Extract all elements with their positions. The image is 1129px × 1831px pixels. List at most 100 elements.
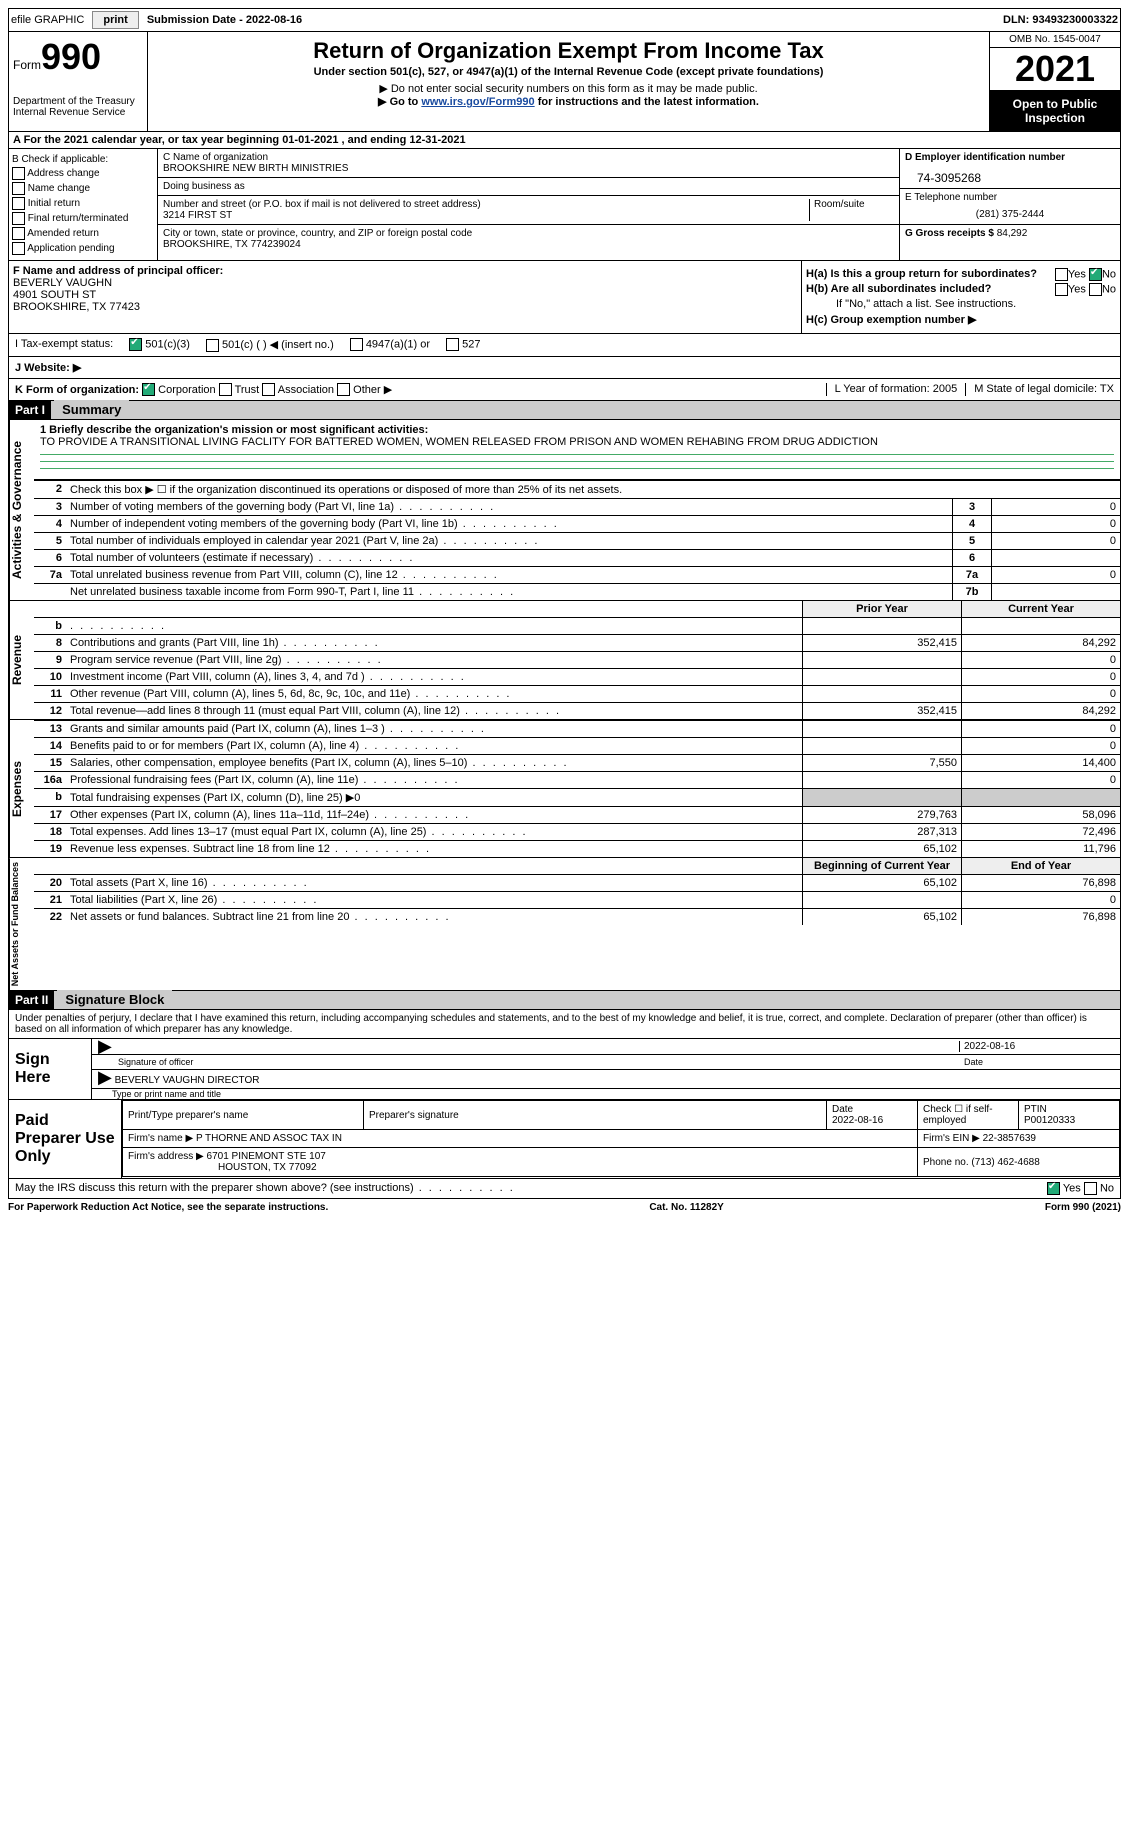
lines-net: Beginning of Current Year End of Year 20… — [34, 858, 1120, 925]
revenue-block: Revenue Prior Year Current Year b8Contri… — [8, 601, 1121, 720]
officer-name: BEVERLY VAUGHN — [13, 277, 797, 289]
table-row: 13Grants and similar amounts paid (Part … — [34, 721, 1120, 738]
cb-initial: Initial return — [12, 197, 154, 210]
header-right: OMB No. 1545-0047 2021 Open to Public In… — [990, 32, 1120, 131]
year-formation: L Year of formation: 2005 — [826, 383, 966, 397]
tab-revenue: Revenue — [9, 601, 34, 719]
state-domicile: M State of legal domicile: TX — [965, 383, 1114, 397]
header-mid: Return of Organization Exempt From Incom… — [148, 32, 990, 131]
dept-treasury: Department of the Treasury Internal Reve… — [13, 96, 143, 118]
cb-501c3[interactable] — [129, 338, 142, 351]
row-a-period: A For the 2021 calendar year, or tax yea… — [8, 132, 1121, 149]
table-row: 15Salaries, other compensation, employee… — [34, 755, 1120, 772]
firm-phone: (713) 462-4688 — [971, 1157, 1039, 1168]
table-row: 12Total revenue—add lines 8 through 11 (… — [34, 703, 1120, 720]
col-c: C Name of organization BROOKSHIRE NEW BI… — [158, 149, 899, 260]
paid-preparer-label: Paid Preparer Use Only — [9, 1100, 122, 1178]
col-beginning: Beginning of Current Year — [803, 858, 962, 875]
submission-date: Submission Date - 2022-08-16 — [147, 14, 302, 26]
table-row: 7aTotal unrelated business revenue from … — [34, 567, 1120, 584]
cb-discuss-yes[interactable] — [1047, 1182, 1060, 1195]
section-fgh: F Name and address of principal officer:… — [8, 261, 1121, 334]
preparer-section: Paid Preparer Use Only Print/Type prepar… — [8, 1100, 1121, 1179]
col-b-checkboxes: B Check if applicable: Address change Na… — [9, 149, 158, 260]
net-block: Net Assets or Fund Balances Beginning of… — [8, 858, 1121, 991]
sign-section: Sign Here ▶ 2022-08-16 Signature of offi… — [8, 1039, 1121, 1100]
part2-header: Part II Signature Block — [8, 991, 1121, 1010]
dba-cell: Doing business as — [158, 178, 899, 196]
expenses-block: Expenses 13Grants and similar amounts pa… — [8, 720, 1121, 858]
form-number: 990 — [41, 36, 101, 77]
addr-cell: Number and street (or P.O. box if mail i… — [158, 196, 899, 225]
table-row: 14Benefits paid to or for members (Part … — [34, 738, 1120, 755]
discuss-row: May the IRS discuss this return with the… — [8, 1179, 1121, 1199]
org-name-cell: C Name of organization BROOKSHIRE NEW BI… — [158, 149, 899, 178]
efile-label: efile GRAPHIC — [11, 14, 84, 26]
firm-ein: 22-3857639 — [983, 1133, 1036, 1144]
tab-net: Net Assets or Fund Balances — [9, 858, 34, 990]
officer-print-name: BEVERLY VAUGHN DIRECTOR — [115, 1075, 260, 1086]
cb-address: Address change — [12, 167, 154, 180]
table-row: 16aProfessional fundraising fees (Part I… — [34, 772, 1120, 789]
col-end: End of Year — [962, 858, 1121, 875]
table-row: 2Check this box ▶ ☐ if the organization … — [34, 481, 1120, 499]
table-row: Net unrelated business taxable income fr… — [34, 584, 1120, 601]
form-header: Form990 Department of the Treasury Inter… — [8, 32, 1121, 132]
sign-here-label: Sign Here — [9, 1039, 92, 1099]
col-current-year: Current Year — [962, 601, 1121, 618]
table-row: 10Investment income (Part VIII, column (… — [34, 669, 1120, 686]
paperwork-footer: For Paperwork Reduction Act Notice, see … — [8, 1199, 1121, 1216]
form-subtitle: Under section 501(c), 527, or 4947(a)(1)… — [154, 66, 983, 78]
lines-governance: 2Check this box ▶ ☐ if the organization … — [34, 480, 1120, 600]
cb-name: Name change — [12, 182, 154, 195]
prep-date: 2022-08-16 — [832, 1115, 883, 1126]
print-button[interactable]: print — [92, 11, 138, 29]
tax-status-row: I Tax-exempt status: 501(c)(3) 501(c) ( … — [8, 334, 1121, 357]
gross-cell: G Gross receipts $ 84,292 — [900, 225, 1120, 260]
open-inspection: Open to Public Inspection — [990, 91, 1120, 131]
top-bar: efile GRAPHIC print Submission Date - 20… — [8, 8, 1121, 32]
city-cell: City or town, state or province, country… — [158, 225, 899, 253]
phone-cell: E Telephone number (281) 375-2444 — [900, 189, 1120, 225]
table-row: 9Program service revenue (Part VIII, lin… — [34, 652, 1120, 669]
table-row: 11Other revenue (Part VIII, column (A), … — [34, 686, 1120, 703]
officer-addr1: 4901 SOUTH ST — [13, 289, 797, 301]
table-row: bTotal fundraising expenses (Part IX, co… — [34, 789, 1120, 807]
col-b-head: B Check if applicable: — [12, 154, 154, 165]
form-ref: Form 990 (2021) — [1045, 1202, 1121, 1213]
table-row: 5Total number of individuals employed in… — [34, 533, 1120, 550]
row-k: K Form of organization: Corporation Trus… — [8, 379, 1121, 402]
table-row: 17Other expenses (Part IX, column (A), l… — [34, 807, 1120, 824]
phone: (281) 375-2444 — [905, 209, 1115, 220]
col-prior-year: Prior Year — [803, 601, 962, 618]
table-row: 4Number of independent voting members of… — [34, 516, 1120, 533]
cb-amended: Amended return — [12, 227, 154, 240]
website-row: J Website: ▶ — [8, 357, 1121, 379]
city-state: BROOKSHIRE, TX 774239024 — [163, 239, 894, 250]
penalties-text: Under penalties of perjury, I declare th… — [8, 1010, 1121, 1039]
firm-addr1: 6701 PINEMONT STE 107 — [207, 1151, 326, 1162]
table-row: 3Number of voting members of the governi… — [34, 499, 1120, 516]
firm-name: P THORNE AND ASSOC TAX IN — [196, 1133, 342, 1144]
table-row: 21Total liabilities (Part X, line 26)0 — [34, 892, 1120, 909]
omb-number: OMB No. 1545-0047 — [990, 32, 1120, 48]
col-f: F Name and address of principal officer:… — [9, 261, 802, 333]
table-row: 6Total number of volunteers (estimate if… — [34, 550, 1120, 567]
cb-discuss-no[interactable] — [1084, 1182, 1097, 1195]
officer-addr2: BROOKSHIRE, TX 77423 — [13, 301, 797, 313]
table-row: 19Revenue less expenses. Subtract line 1… — [34, 841, 1120, 858]
col-h: H(a) Is this a group return for subordin… — [802, 261, 1120, 333]
irs-link[interactable]: www.irs.gov/Form990 — [421, 96, 534, 108]
mission-text: TO PROVIDE A TRANSITIONAL LIVING FACLITY… — [40, 436, 1114, 448]
ein-cell: D Employer identification number 74-3095… — [900, 149, 1120, 189]
table-row: 22Net assets or fund balances. Subtract … — [34, 909, 1120, 926]
table-row: b — [34, 618, 1120, 635]
lines-expenses: 13Grants and similar amounts paid (Part … — [34, 720, 1120, 857]
ptin: P00120333 — [1024, 1115, 1075, 1126]
arrow-icon: ▶ — [98, 1067, 112, 1087]
lines-revenue: Prior Year Current Year b8Contributions … — [34, 601, 1120, 719]
tax-year: 2021 — [990, 48, 1120, 91]
form-prefix: Form — [13, 58, 41, 72]
note-ssn: ▶ Do not enter social security numbers o… — [154, 82, 983, 95]
cb-pending: Application pending — [12, 242, 154, 255]
